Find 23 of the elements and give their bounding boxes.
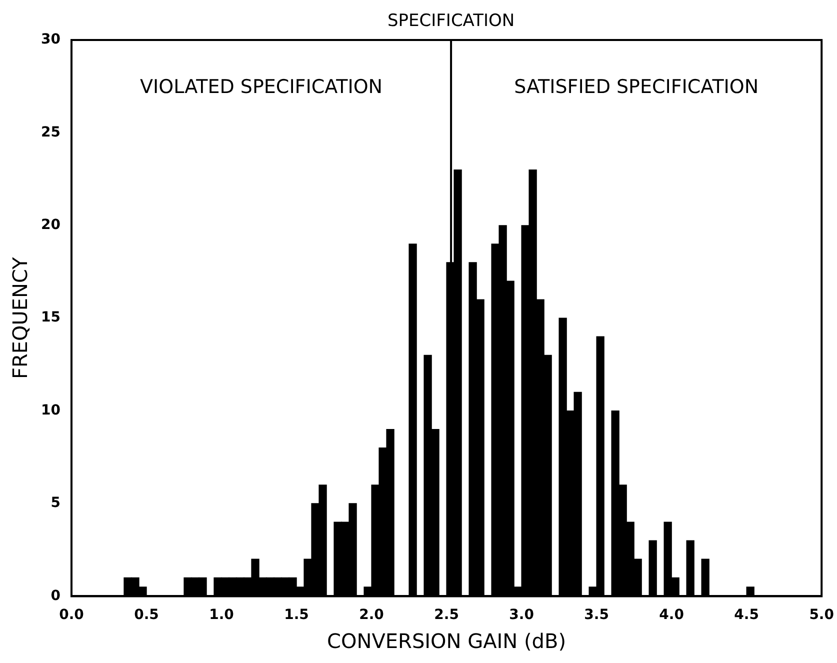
x-tick-label: 0.0 — [59, 607, 84, 624]
y-tick-label: 15 — [41, 310, 60, 326]
annotation: SATISFIED SPECIFICATION — [514, 76, 759, 98]
annotation: VIOLATED SPECIFICATION — [140, 76, 383, 98]
x-tick-label: 4.0 — [659, 607, 684, 624]
x-tick-label: 5.0 — [809, 607, 834, 624]
x-tick-label: 3.5 — [584, 607, 609, 624]
x-tick-label: 1.0 — [209, 607, 234, 624]
y-tick-label: 20 — [41, 217, 61, 234]
y-tick-label: 5 — [50, 495, 60, 512]
x-axis-title: CONVERSION GAIN (dB) — [327, 629, 566, 654]
y-axis-title: FREQUENCY — [8, 256, 32, 380]
x-tick-label: 2.0 — [359, 607, 384, 624]
y-tick-label: 10 — [41, 402, 61, 418]
x-tick-label: 4.5 — [734, 607, 759, 624]
x-tick-label: 2.5 — [434, 607, 459, 624]
x-tick-label: 3.0 — [509, 607, 534, 624]
x-tick-label: 0.5 — [134, 607, 159, 624]
y-tick-label: 25 — [41, 124, 60, 140]
y-tick-label: 30 — [41, 32, 61, 48]
y-tick-label: 0 — [50, 588, 61, 604]
x-tick-label: 1.5 — [284, 607, 309, 624]
ref-line-label: SPECIFICATION — [387, 10, 515, 31]
